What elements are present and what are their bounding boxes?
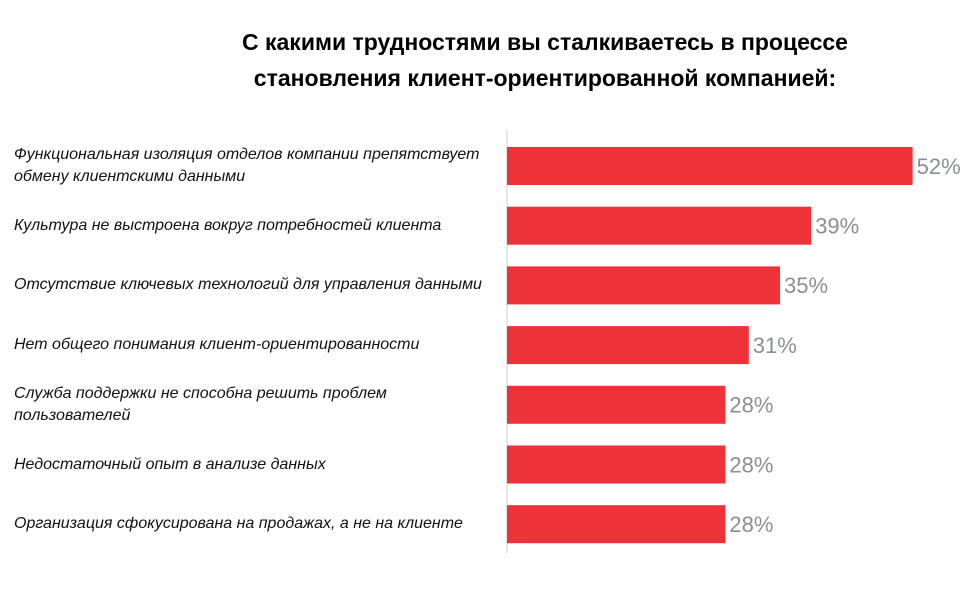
bar	[507, 445, 726, 484]
value-label: 28%	[729, 512, 773, 537]
bar	[507, 206, 812, 245]
value-label: 28%	[729, 452, 773, 477]
value-label: 39%	[815, 214, 859, 239]
value-label: 35%	[784, 273, 828, 298]
category-label: Нет общего понимания клиент-ориентирован…	[14, 336, 420, 354]
category-label: Культура не выстроена вокруг потребносте…	[14, 216, 442, 234]
category-label: Служба поддержки не способна решить проб…	[14, 384, 387, 424]
value-label: 28%	[729, 393, 773, 418]
category-label: Недостаточный опыт в анализе данных	[14, 455, 326, 473]
value-label: 31%	[753, 333, 797, 358]
bar	[507, 385, 726, 424]
category-label: Организация сфокусирована на продажах, а…	[14, 515, 463, 533]
bar	[507, 266, 780, 305]
bar	[507, 326, 749, 365]
category-label: Функциональная изоляция отделов компании…	[14, 146, 480, 185]
bar	[507, 147, 913, 185]
category-label: Отсутствие ключевых технологий для управ…	[14, 276, 482, 294]
bar	[507, 505, 726, 544]
chart-title: С какими трудностями вы сталкиваетесь в …	[242, 29, 848, 91]
value-label: 52%	[917, 154, 961, 179]
